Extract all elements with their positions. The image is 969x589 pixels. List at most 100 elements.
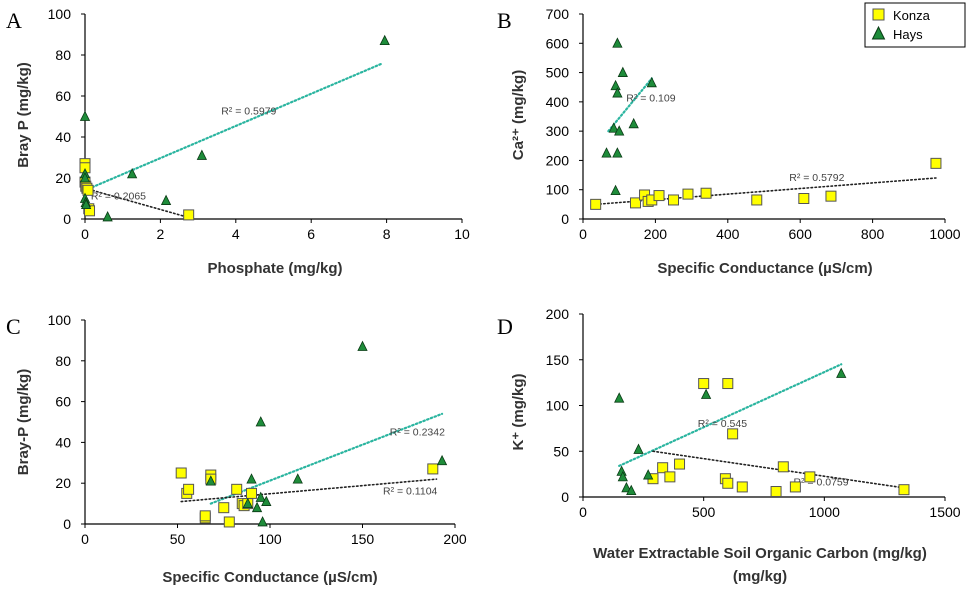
panel-c-y-tick-label: 100 (48, 312, 72, 328)
panel-b-konza-point (930, 157, 942, 169)
panel-d-hays-point (621, 481, 632, 493)
panel-a-x-tick-label: 8 (383, 226, 391, 242)
panel-d-konza-point (727, 428, 739, 440)
panel-d-konza-point (789, 481, 801, 493)
panel-a-chart: Phosphate (mg/kg) Bray P (mg/kg) 0 2 4 6 8 10… (15, 6, 470, 277)
panel-c-konza-point (223, 516, 235, 528)
panel-d-hays-point (614, 392, 625, 403)
panel-a-x-tick-label: 2 (157, 226, 165, 242)
legend-konza-label: Konza (893, 8, 931, 23)
panel-d-y-tick-label: 150 (546, 352, 570, 368)
panel-d-konza-point (722, 378, 734, 390)
panel-b-hays-point (601, 147, 612, 158)
panel-c-y-tick-label: 40 (55, 434, 71, 450)
panel-c-hays-point (246, 473, 257, 484)
panel-a-y-tick-label: 20 (55, 170, 71, 186)
panel-b-hays-point (610, 184, 621, 195)
panel-a-hays-point (379, 34, 390, 46)
panel-a-hays-r2-label: R² = 0.5979 (221, 105, 276, 117)
panel-b-hays-point (617, 66, 628, 77)
panel-a-y-tick-label: 80 (55, 47, 71, 63)
panel-b-x-tick-label: 400 (716, 226, 740, 242)
panel-b-y-tick-label: 200 (546, 152, 570, 168)
panel-c-konza-trendline (180, 478, 438, 503)
panel-a-hays-point (196, 149, 208, 160)
panel-c-hays-point (242, 497, 253, 509)
panel-b-chart: Specific Conductance (µS/cm) Ca²⁺ (mg/kg… (510, 6, 961, 277)
panel-d-hays-point (700, 388, 712, 399)
panel-a-hays-point (160, 194, 172, 205)
panel-b-hays-trendline (607, 77, 653, 133)
panel-b-y-tick-label: 700 (546, 6, 570, 22)
panel-b-hays-point (612, 87, 623, 98)
panel-b-konza-point (751, 194, 763, 206)
panel-c-hays-point (261, 495, 272, 506)
panel-d-konza-point (657, 462, 669, 474)
panel-d-x-tick-label: 1000 (809, 504, 840, 520)
panel-b-x-tick-label: 600 (789, 226, 813, 242)
panel-c-x-tick-label: 50 (170, 531, 186, 547)
panel-d-x-tick-label: 0 (579, 504, 587, 520)
panel-c-hays-r2-label: R² = 0.2342 (390, 426, 445, 438)
panel-d-konza-point (664, 471, 676, 483)
panel-b-konza-point (798, 193, 810, 204)
panel-b-hays-point (646, 76, 657, 88)
panel-a-hays-point (79, 172, 91, 183)
panel-letter-b: B (497, 8, 512, 33)
panel-d-konza-point (674, 458, 686, 470)
panel-d-y-tick-label: 200 (546, 306, 570, 322)
panel-c-hays-point (255, 416, 266, 427)
panel-b-konza-point (825, 190, 837, 202)
panel-c-konza-r2-label: R² = 0.1104 (383, 485, 438, 497)
panel-a-konza-r2-label: R² = 0.2065 (91, 190, 146, 202)
panel-b-y-tick-label: 600 (546, 35, 570, 51)
panel-a-y-tick-label: 40 (55, 129, 71, 145)
panel-a-hays-point (79, 110, 91, 121)
panel-b-x-tick-label: 1000 (929, 226, 960, 242)
panel-c-x-tick-label: 100 (258, 531, 282, 547)
panel-b-konza-point (700, 187, 712, 199)
panel-d-y-tick-label: 100 (546, 398, 570, 414)
panel-c-konza-point (183, 483, 195, 495)
panel-b-y-tick-label: 0 (561, 211, 569, 227)
panel-b-konza-r2-label: R² = 0.5792 (789, 172, 844, 184)
panel-b-x-tick-label: 200 (644, 226, 668, 242)
panel-c-hays-point (257, 516, 268, 527)
panel-b-konza-point (668, 194, 679, 206)
panel-c-ylabel: Bray-P (mg/kg) (15, 369, 32, 475)
panel-d-hays-trendline (618, 363, 843, 467)
panel-a-konza-trendline (84, 187, 188, 218)
panel-letter-a: A (6, 8, 22, 33)
legend-konza-marker (872, 8, 885, 21)
panel-d-x-tick-label: 500 (692, 504, 716, 520)
panel-c-y-tick-label: 20 (55, 475, 71, 491)
panel-a-x-tick-label: 4 (232, 226, 240, 242)
panel-b-hays-point (612, 147, 623, 158)
panel-d-hays-point (617, 470, 628, 482)
panel-a-x-tick-label: 0 (81, 226, 89, 242)
panel-d-konza-trendline (652, 450, 905, 489)
panel-b-hays-point (628, 117, 639, 129)
panel-b-y-tick-label: 300 (546, 123, 570, 139)
panel-b-y-tick-label: 100 (546, 182, 570, 198)
panel-b-ylabel: Ca²⁺ (mg/kg) (510, 70, 527, 160)
panel-c-hays-point (436, 454, 448, 466)
panel-d-xlabel-unit: (mg/kg) (733, 568, 787, 585)
panel-a-y-tick-label: 100 (48, 6, 72, 22)
panel-b-hays-point (612, 37, 623, 48)
panel-c-y-tick-label: 80 (55, 353, 71, 369)
panel-c-hays-point (357, 340, 368, 351)
panel-a-x-tick-label: 10 (454, 226, 470, 242)
panel-a-konza-point (183, 209, 195, 221)
panel-c-konza-point (218, 502, 230, 514)
panel-c-chart: Specific Conductance (µS/cm) Bray-P (mg/… (15, 312, 467, 586)
panel-d-hays-r2-label: R² = 0.545 (698, 418, 747, 430)
panel-b-konza-point (590, 198, 602, 210)
panel-letter-c: C (6, 314, 21, 339)
panel-b-hays-point (610, 79, 621, 91)
panel-d-x-tick-label: 1500 (929, 504, 960, 520)
panel-d-konza-point (736, 481, 748, 493)
panel-d-konza-point (770, 486, 782, 498)
panel-a-hays-trendline (83, 62, 384, 192)
